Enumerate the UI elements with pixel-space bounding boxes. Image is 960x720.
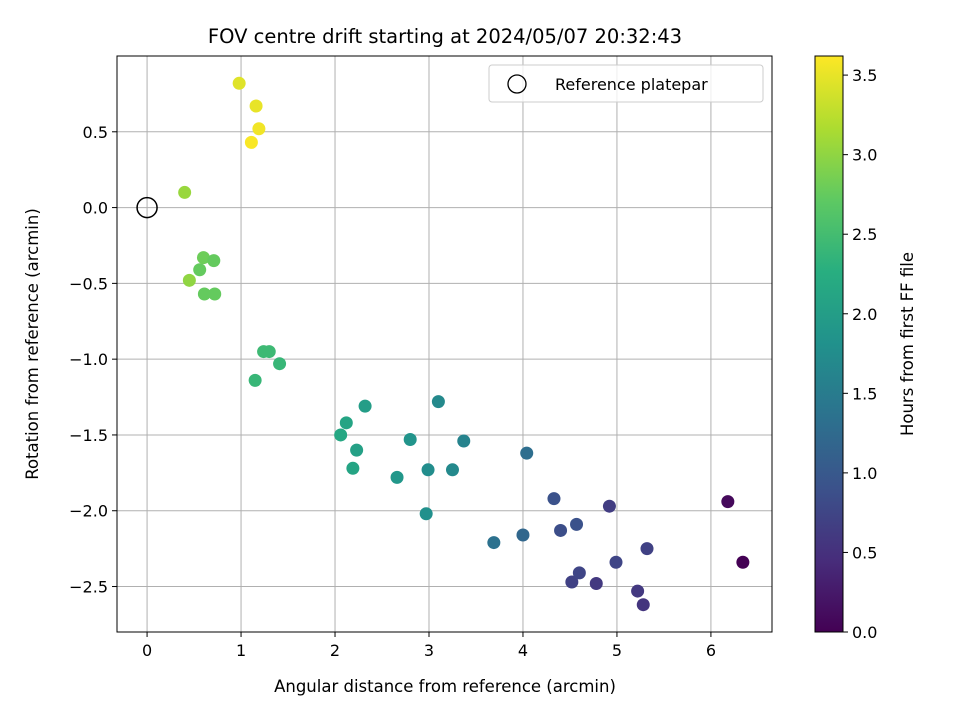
data-point <box>193 263 207 277</box>
data-point <box>520 446 534 460</box>
y-tick-label: −2.5 <box>69 578 108 597</box>
y-axis-ticks: 0.5 0.0 −0.5 −1.0 −1.5 −2.0 −2.5 <box>69 123 117 597</box>
y-axis-label: Rotation from reference (arcmin) <box>23 208 42 480</box>
data-point <box>232 76 246 90</box>
legend-marker-open-circle <box>507 74 527 94</box>
colorbar-label: Hours from first FF file <box>898 252 917 436</box>
data-point <box>609 555 623 569</box>
data-point <box>457 434 471 448</box>
colorbar-tick-label: 2.5 <box>852 225 877 244</box>
plot-area-frame <box>116 55 773 633</box>
data-point <box>554 523 568 537</box>
data-points <box>178 76 750 612</box>
y-tick-label: 0.5 <box>83 123 108 142</box>
colorbar-tick-label: 1.0 <box>852 464 877 483</box>
x-tick-label: 3 <box>424 641 434 660</box>
data-point <box>572 566 586 580</box>
chart-title: FOV centre drift starting at 2024/05/07 … <box>208 25 682 48</box>
data-point <box>631 584 645 598</box>
data-point <box>196 251 210 265</box>
data-point <box>445 463 459 477</box>
data-point <box>570 517 584 531</box>
x-tick-label: 0 <box>142 641 152 660</box>
data-point <box>273 357 287 371</box>
data-point <box>252 122 266 136</box>
y-tick-label: −0.5 <box>69 274 108 293</box>
reference-point-marker <box>136 196 158 219</box>
data-point <box>339 416 353 430</box>
data-point <box>350 443 364 457</box>
colorbar-tick-label: 3.5 <box>852 66 877 85</box>
data-point <box>248 373 262 387</box>
data-point <box>636 598 650 612</box>
data-point <box>178 185 192 199</box>
data-point <box>358 399 372 413</box>
data-point <box>346 461 360 475</box>
colorbar-tick-label: 1.5 <box>852 384 877 403</box>
y-tick-label: −1.5 <box>69 426 108 445</box>
data-point <box>547 492 561 506</box>
data-point <box>421 463 435 477</box>
data-point <box>249 99 263 113</box>
legend-label: Reference platepar <box>555 75 708 94</box>
data-point <box>403 432 417 446</box>
data-point <box>565 575 579 589</box>
data-point <box>334 428 348 442</box>
data-point <box>262 345 276 359</box>
data-point <box>431 395 445 409</box>
y-tick-label: −2.0 <box>69 502 108 521</box>
legend: Reference platepar <box>488 64 764 103</box>
colorbar-tick-label: 2.0 <box>852 305 877 324</box>
data-point <box>736 555 750 569</box>
data-point <box>182 273 196 287</box>
data-point <box>721 495 735 509</box>
reference-marker <box>136 196 158 219</box>
x-tick-label: 2 <box>330 641 340 660</box>
legend-box <box>488 64 764 103</box>
colorbar-tick-label: 3.0 <box>852 146 877 165</box>
data-point <box>640 542 654 556</box>
colorbar-tick-label: 0.5 <box>852 543 877 562</box>
data-point <box>516 528 530 542</box>
data-point <box>390 470 404 484</box>
grid-lines <box>117 56 772 632</box>
data-point <box>197 287 211 301</box>
x-tick-label: 1 <box>236 641 246 660</box>
data-point <box>244 135 258 149</box>
x-tick-label: 6 <box>706 641 716 660</box>
data-point <box>487 536 501 550</box>
x-axis-label: Angular distance from reference (arcmin) <box>274 677 616 696</box>
colorbar: 0.0 0.5 1.0 1.5 2.0 2.5 3.0 3.5 Hours from firs… <box>814 55 917 642</box>
colorbar-tick-label: 0.0 <box>852 623 877 642</box>
colorbar-gradient <box>814 55 844 633</box>
data-point <box>602 499 616 513</box>
x-axis-ticks: 0 1 2 3 4 5 6 <box>142 632 716 660</box>
y-tick-label: −1.0 <box>69 350 108 369</box>
x-tick-label: 5 <box>612 641 622 660</box>
data-point <box>589 576 603 590</box>
data-point <box>208 287 222 301</box>
y-tick-label: 0.0 <box>83 199 108 218</box>
data-point <box>207 254 221 268</box>
data-point <box>419 507 433 521</box>
x-tick-label: 4 <box>518 641 528 660</box>
colorbar-ticks: 0.0 0.5 1.0 1.5 2.0 2.5 3.0 3.5 <box>843 66 877 642</box>
